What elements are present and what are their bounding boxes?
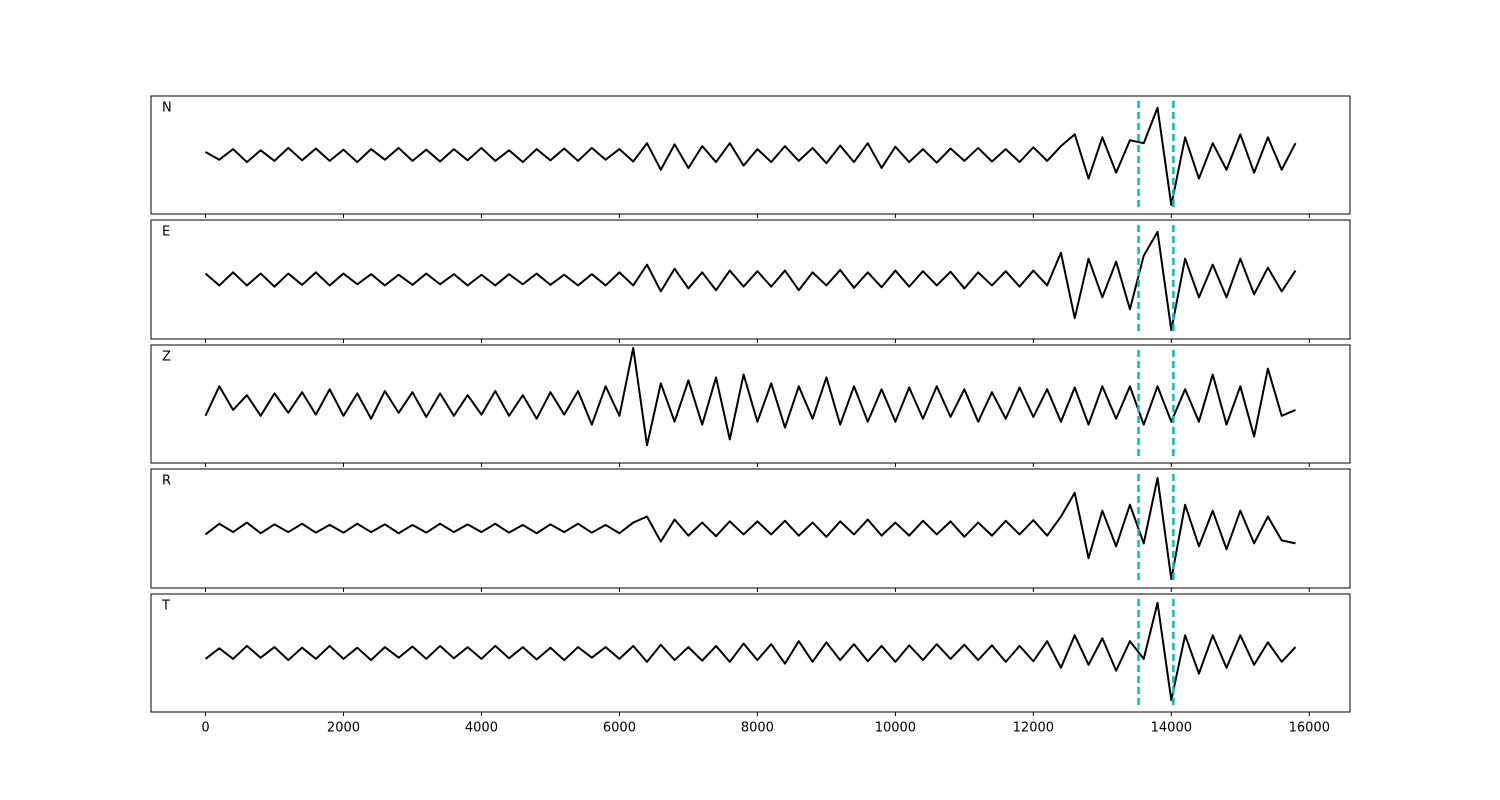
x-tick-label: 0 [201, 721, 209, 736]
panel-frame [150, 219, 1351, 340]
x-tick-label: 8000 [741, 721, 774, 736]
trace [204, 476, 1296, 581]
trace [204, 230, 1297, 332]
panel-frame [150, 344, 1351, 464]
panel-label: R [162, 474, 171, 489]
x-tick-label: 14000 [1151, 721, 1192, 736]
x-tick-label: 16000 [1289, 721, 1330, 736]
trace [205, 106, 1297, 207]
x-tick-label: 10000 [875, 721, 916, 736]
panel-frame [150, 95, 1351, 215]
panel-label: T [161, 599, 170, 614]
trace [204, 346, 1296, 447]
panel-frame [150, 468, 1351, 589]
x-tick-label: 12000 [1013, 721, 1054, 736]
trace [204, 601, 1297, 702]
x-tick-label: 2000 [327, 721, 360, 736]
panel-label: Z [162, 350, 171, 365]
x-tick-label: 6000 [603, 721, 636, 736]
panel-label: E [162, 225, 170, 240]
panel-label: N [162, 101, 172, 116]
x-tick-label: 4000 [465, 721, 498, 736]
panel-frame [150, 593, 1351, 713]
